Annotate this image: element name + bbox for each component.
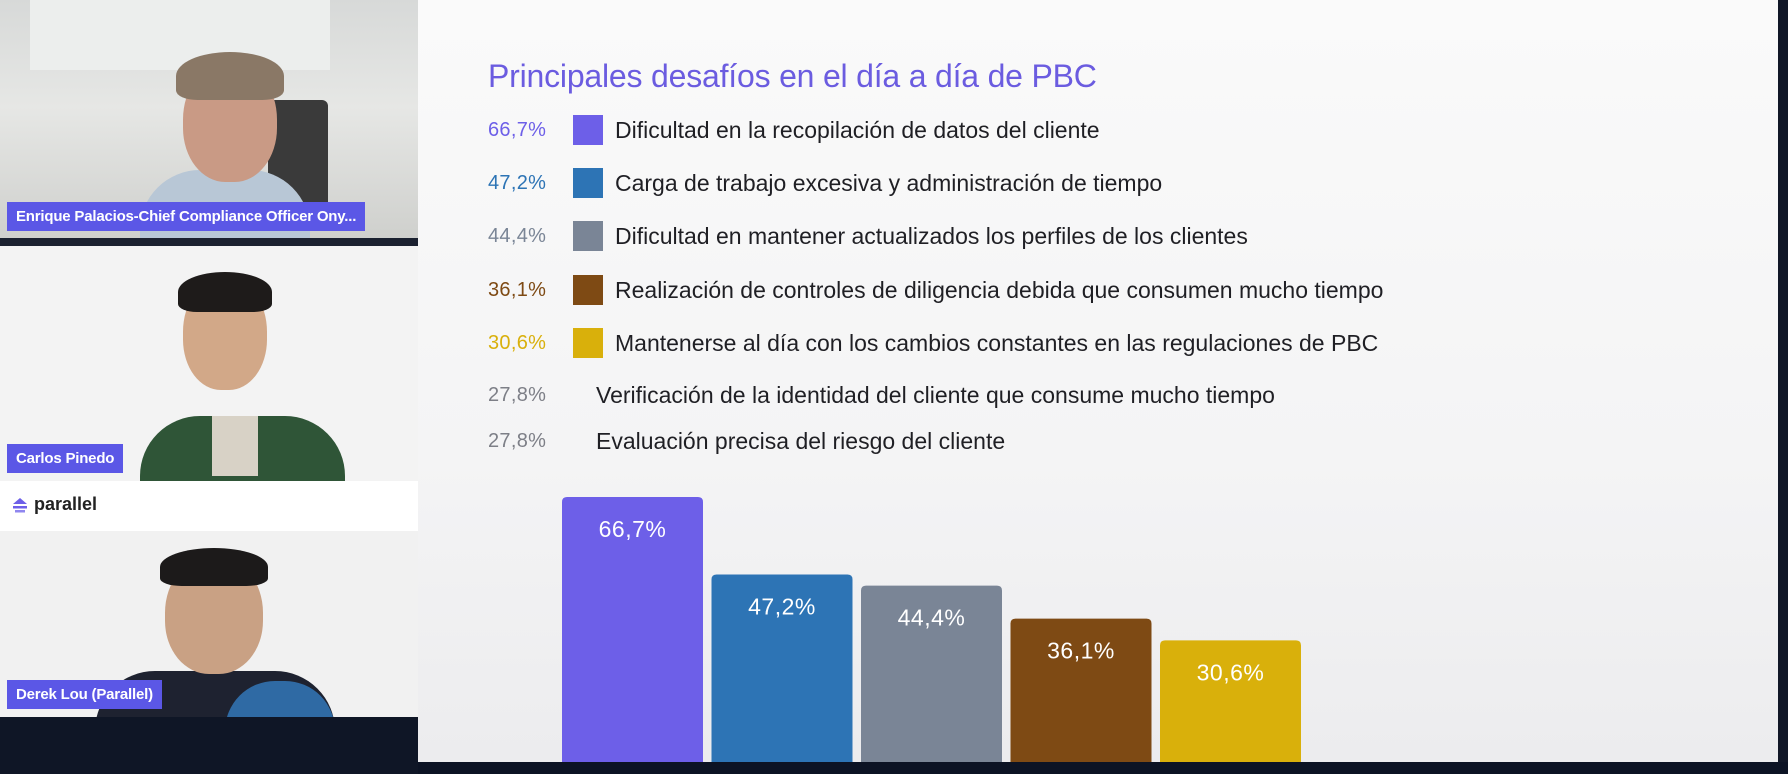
bar [711, 574, 853, 762]
participant-tile-enrique[interactable]: Enrique Palacios-Chief Compliance Office… [0, 0, 418, 238]
parallel-logo-icon [13, 497, 27, 512]
bar [861, 585, 1002, 762]
participant-name-tag: Derek Lou (Parallel) [7, 680, 162, 709]
participant-tile-carlos[interactable]: Carlos Pinedo [0, 246, 418, 481]
legend-swatch [573, 221, 603, 251]
challenge-label: Dificultad en mantener actualizados los … [615, 222, 1248, 249]
challenge-label: Evaluación precisa del riesgo del client… [596, 427, 1006, 454]
bar-chart: 66,7% 47,2% 44,4% 36,1% 30,6% [562, 497, 1301, 762]
hair [176, 52, 284, 100]
legend-swatch [573, 115, 603, 145]
left-panel-footer [0, 717, 418, 774]
brand-band [0, 481, 418, 531]
bar-value-label: 66,7% [599, 516, 667, 542]
bar-value-label: 30,6% [1197, 659, 1265, 685]
parallel-logo: parallel [12, 494, 97, 515]
logo-text: parallel [34, 494, 98, 514]
challenge-label: Realización de controles de diligencia d… [615, 276, 1384, 303]
challenge-percentage: 47,2% [488, 171, 547, 194]
hair [178, 272, 272, 312]
challenge-item: 44,4% Dificultad en mantener actualizados… [488, 218, 1248, 254]
challenge-item: 66,7% Dificultad en la recopilación de da… [488, 112, 1100, 148]
bar [562, 497, 703, 762]
tile-divider [0, 238, 418, 246]
challenge-item: 47,2% Carga de trabajo excesiva y adminis… [488, 165, 1162, 201]
collar [212, 416, 258, 476]
screen-bottom-bar [418, 762, 1788, 774]
bar-value-label: 36,1% [1047, 638, 1115, 664]
challenge-label: Carga de trabajo excesiva y administraci… [615, 169, 1163, 196]
challenge-percentage: 30,6% [488, 331, 547, 354]
challenge-label: Mantenerse al día con los cambios consta… [615, 329, 1379, 356]
challenge-percentage: 27,8% [488, 429, 547, 452]
bar-value-label: 44,4% [898, 605, 966, 631]
bar [1160, 640, 1301, 762]
challenge-percentage: 44,4% [488, 224, 547, 247]
slide-title: Principales desafíos en el día a día de … [488, 58, 1097, 94]
challenge-percentage: 66,7% [488, 118, 547, 141]
bar-value-label: 47,2% [748, 593, 816, 619]
challenge-label: Dificultad en la recopilación de datos d… [615, 116, 1100, 143]
challenge-item: 27,8% Verificación de la identidad del cl… [488, 377, 1275, 413]
challenge-percentage: 27,8% [488, 383, 547, 406]
shared-slide: Principales desafíos en el día a día de … [418, 0, 1778, 762]
challenge-percentage: 36,1% [488, 278, 547, 301]
wall-shelf [30, 0, 330, 70]
legend-swatch [573, 328, 603, 358]
slide-edge [1778, 0, 1788, 774]
bar [1010, 618, 1152, 762]
challenge-item: 30,6% Mantenerse al día con los cambios c… [488, 325, 1378, 361]
participant-name-tag: Enrique Palacios-Chief Compliance Office… [7, 202, 366, 231]
participant-tile-derek[interactable]: Derek Lou (Parallel) [0, 531, 418, 717]
participant-name-tag: Carlos Pinedo [7, 444, 124, 473]
challenge-label: Verificación de la identidad del cliente… [596, 381, 1275, 408]
legend-swatch [573, 275, 603, 305]
hair [160, 548, 268, 586]
legend-swatch [573, 168, 603, 198]
challenge-item: 27,8% Evaluación precisa del riesgo del c… [488, 423, 1005, 459]
challenge-item: 36,1% Realización de controles de diligen… [488, 272, 1383, 308]
